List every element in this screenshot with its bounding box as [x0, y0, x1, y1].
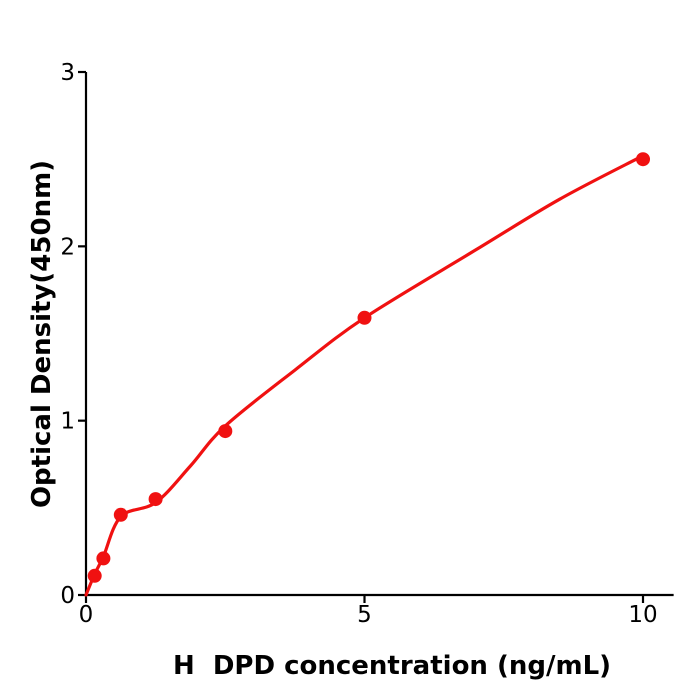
data-point	[218, 424, 233, 439]
x-tick-label: 0	[79, 602, 94, 628]
data-point	[148, 492, 163, 507]
fit-curve	[84, 154, 645, 597]
x-tick-label: 5	[357, 602, 372, 628]
y-axis-label: Optical Density(450nm)	[27, 159, 57, 509]
x-axis-label: H DPD concentration (ng/mL)	[172, 651, 612, 681]
x-tick-label: 10	[628, 602, 657, 628]
y-tick-label: 1	[60, 409, 75, 435]
y-tick-label: 2	[60, 234, 75, 260]
data-point	[636, 152, 650, 167]
data-point	[96, 551, 111, 566]
data-point	[357, 310, 372, 325]
data-point	[87, 568, 102, 583]
y-tick-label: 0	[60, 583, 75, 609]
y-tick-label: 3	[60, 60, 75, 86]
data-point	[113, 507, 128, 522]
